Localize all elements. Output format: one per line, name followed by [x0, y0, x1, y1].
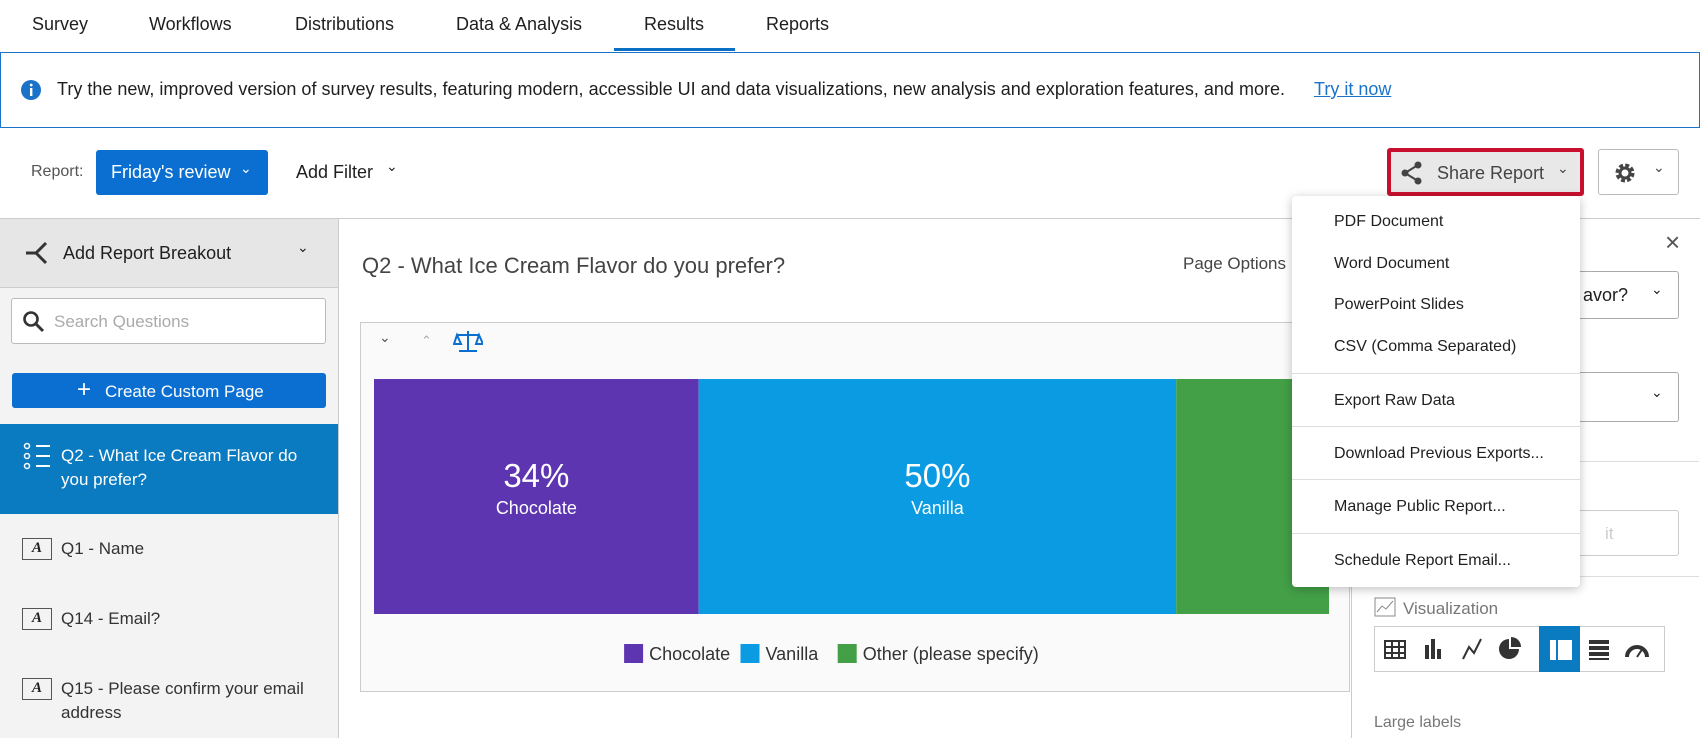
menu-separator [1292, 479, 1580, 480]
breakout-icon [26, 241, 48, 265]
menu-item[interactable]: Schedule Report Email... [1334, 552, 1511, 569]
chevron: ⌄ [1651, 384, 1663, 400]
active-underline [614, 48, 735, 51]
legend-swatch [837, 644, 857, 663]
data-label: 34% [503, 457, 569, 494]
search-icon [23, 311, 45, 333]
menu-item[interactable]: Word Document [1334, 255, 1450, 272]
banner-link[interactable]: Try it now [1314, 79, 1392, 99]
share-button[interactable]: Share Report ⌄ [1387, 148, 1584, 196]
breakout-header[interactable]: Add Report Breakout ⌄ [0, 219, 338, 288]
chevron: ⌄ [240, 160, 252, 176]
chevron: ⌄ [386, 158, 398, 174]
tab[interactable]: Reports [766, 14, 830, 34]
banner-text: Try the new, improved version of survey … [57, 79, 1285, 99]
legend-swatch [624, 644, 644, 663]
gear-icon [1615, 163, 1635, 183]
banner: Try the new, improved version of survey … [0, 52, 1700, 128]
tab[interactable]: Distributions [295, 14, 395, 34]
tab[interactable]: Results [644, 14, 705, 34]
tab[interactable]: Data & Analysis [456, 14, 583, 34]
report-label: Report: [31, 163, 84, 180]
chart: 34% Chocolate 50% Vanilla Chocolate Vanilla Ot… [374, 379, 1329, 664]
close-icon[interactable]: × [1665, 227, 1681, 257]
top-nav: Survey Workflows Distributions Data & An… [0, 0, 1700, 52]
viz-icon [1374, 597, 1396, 617]
settings-button[interactable]: ⌄ [1598, 149, 1679, 195]
visualization-label: Visualization [1403, 599, 1499, 618]
plus-icon: + [77, 376, 92, 403]
menu-separator [1292, 533, 1580, 534]
menu-item[interactable]: PDF Document [1334, 213, 1444, 230]
menu-item[interactable]: CSV (Comma Separated) [1334, 338, 1517, 355]
dropdown-text: avor? [1583, 285, 1629, 305]
share-menu: PDF Document Word Document PowerPoint Sl… [1292, 196, 1580, 587]
menu-separator [1292, 426, 1580, 427]
page-options[interactable]: Page Options [1183, 254, 1287, 273]
menu-separator [1292, 373, 1580, 374]
weight-icon[interactable] [453, 329, 483, 355]
menu-item[interactable]: Export Raw Data [1334, 392, 1455, 409]
list-icon [23, 442, 50, 470]
question-item[interactable]: Q14 - Email? [61, 609, 161, 628]
selected-question[interactable]: Q2 - What Ice Cream Flavor do you prefer… [0, 424, 338, 514]
divider [0, 218, 1700, 219]
question-item[interactable]: Q1 - Name [61, 539, 145, 558]
text-icon: A [22, 608, 52, 630]
legend-label: Chocolate [649, 644, 730, 664]
tab[interactable]: Workflows [149, 14, 232, 34]
input-text: it [1605, 524, 1614, 543]
menu-item[interactable]: PowerPoint Slides [1334, 296, 1464, 313]
add-filter[interactable]: Add Filter [296, 162, 374, 182]
large-labels: Large labels [1374, 714, 1462, 731]
search-placeholder: Search Questions [54, 312, 190, 331]
question-item[interactable]: Q15 - Please confirm your email address [61, 679, 304, 722]
expand-icon[interactable]: ⌃ [421, 333, 432, 348]
viz-icons [1384, 637, 1649, 660]
create-label: Create Custom Page [105, 382, 264, 401]
viz-picker [1374, 626, 1665, 672]
menu-item[interactable]: Manage Public Report... [1334, 498, 1506, 515]
search-box[interactable]: Search Questions [11, 298, 326, 344]
breakout-label: Add Report Breakout [63, 243, 232, 263]
legend-swatch [740, 644, 760, 663]
sidebar: Add Report Breakout ⌄ Search Questions +… [0, 219, 339, 738]
text-icon: A [22, 678, 52, 700]
segment-name: Vanilla [911, 498, 965, 518]
segment-name: Chocolate [496, 498, 577, 518]
tab[interactable]: Survey [32, 14, 89, 34]
share-icon [1401, 161, 1422, 185]
info-icon [21, 80, 41, 100]
bar-segment [374, 379, 699, 614]
legend-label: Other (please specify) [863, 644, 1039, 664]
chevron: ⌄ [1557, 160, 1569, 176]
page-title: Q2 - What Ice Cream Flavor do you prefer… [362, 253, 786, 278]
legend-label: Vanilla [766, 644, 820, 664]
data-label: 50% [904, 457, 970, 494]
report-button[interactable]: Friday's review ⌄ [96, 150, 268, 195]
report-name: Friday's review [111, 162, 231, 182]
chevron: ⌄ [1653, 159, 1665, 175]
collapse-icon[interactable]: ⌄ [379, 329, 391, 345]
chevron: ⌄ [297, 239, 309, 255]
menu-item[interactable]: Download Previous Exports... [1334, 445, 1544, 462]
text-icon: A [22, 538, 52, 560]
create-page-button[interactable]: + Create Custom Page [12, 373, 326, 408]
chevron: ⌄ [1651, 281, 1663, 297]
bar-segment [698, 379, 1177, 614]
question-item: Q2 - What Ice Cream Flavor do you prefer… [61, 446, 298, 489]
share-label: Share Report [1437, 163, 1545, 183]
